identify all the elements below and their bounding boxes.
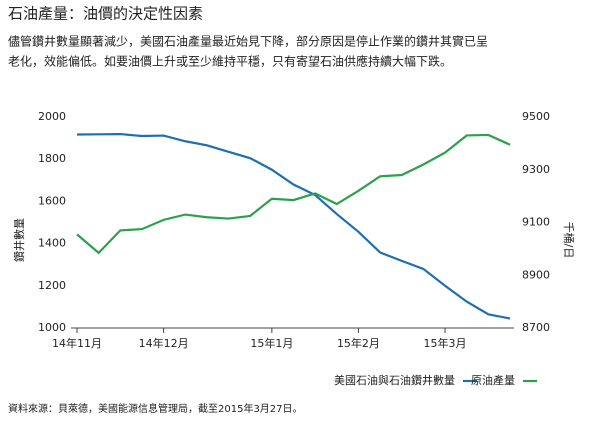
y2-tick-label: 8700 [522, 321, 550, 334]
legend-label: 原油產量 [471, 373, 515, 387]
y-tick-label: 1000 [38, 321, 66, 334]
y-tick-label: 1600 [38, 194, 66, 207]
legend-label: 美國石油與石油鑽井數量 [334, 373, 455, 387]
x-tick-label: 15年3月 [424, 336, 467, 350]
x-tick-label: 15年1月 [250, 336, 293, 350]
y2-tick-label: 8900 [522, 268, 550, 281]
y-tick-label: 1800 [38, 152, 66, 165]
y2-tick-label: 9500 [522, 110, 550, 123]
x-tick-label: 14年11月 [52, 336, 102, 350]
y2-tick-label: 9100 [522, 216, 550, 229]
chart-title: 石油產量：油價的決定性因素 [8, 5, 203, 23]
line [76, 132, 511, 320]
source: 資料來源：貝萊德，美國能源信息管理局，截至2015年3月27日。 [8, 402, 303, 415]
subtitle: 老化，效能偏低。如要油價上升或至少維持平穩，只有寄望石油供應持續大幅下跌。 [8, 54, 452, 69]
y-tick-label: 2000 [38, 110, 66, 123]
y-tick-label: 1400 [38, 237, 66, 250]
y2-axis-label: 千桶/日 [562, 222, 576, 259]
y2-tick-label: 9300 [522, 163, 550, 176]
y-axis-label: 鑽井數量 [12, 218, 26, 262]
x-tick-label: 14年12月 [139, 336, 189, 350]
line [76, 133, 511, 255]
subtitle: 儘管鑽井數量顯著減少，美國石油產量最近始見下降，部分原因是停止作業的鑽井其實已呈 [8, 34, 488, 49]
y-tick-label: 1200 [38, 279, 66, 292]
x-tick-label: 15年2月 [337, 336, 380, 350]
